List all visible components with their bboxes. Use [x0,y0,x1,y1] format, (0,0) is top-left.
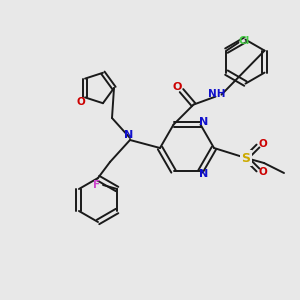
Text: N: N [199,117,208,127]
Text: Cl: Cl [239,36,250,46]
Text: O: O [77,98,85,107]
Text: F: F [94,180,100,190]
Text: N: N [124,130,134,140]
Text: S: S [242,152,250,164]
Text: O: O [259,139,267,149]
Text: N: N [199,169,208,179]
Text: NH: NH [208,88,225,99]
Text: O: O [173,82,182,92]
Text: O: O [259,167,267,177]
